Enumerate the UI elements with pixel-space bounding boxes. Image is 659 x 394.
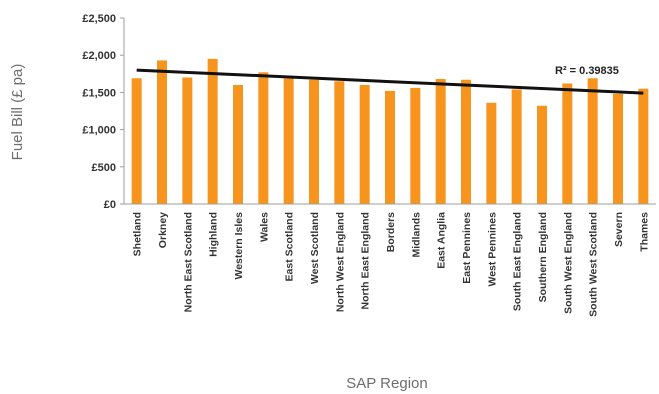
x-category-label: North West England bbox=[334, 212, 346, 312]
bar bbox=[334, 81, 345, 204]
x-category-label: Severn bbox=[613, 212, 625, 247]
x-category-label: Midlands bbox=[410, 212, 422, 258]
bars bbox=[131, 58, 649, 204]
x-category-label: East Pennines bbox=[461, 212, 473, 284]
x-category-label: Western Isles bbox=[233, 212, 245, 280]
bar bbox=[410, 87, 421, 204]
x-category-label: Thames bbox=[638, 212, 650, 252]
bar bbox=[131, 78, 142, 204]
y-tick-label: £2,500 bbox=[82, 13, 116, 25]
x-category-label: Wales bbox=[258, 212, 270, 242]
bar bbox=[207, 58, 218, 204]
x-category-label: West Pennines bbox=[486, 212, 498, 287]
x-category-label: Orkney bbox=[157, 212, 169, 248]
bar bbox=[385, 90, 395, 204]
bar bbox=[157, 60, 167, 204]
bar bbox=[613, 93, 623, 204]
y-axis-ticks: £0 £500 £1,000 £1,500 £2,000 £2,500 bbox=[82, 13, 124, 211]
x-category-label: West Scotland bbox=[309, 212, 321, 284]
bar bbox=[309, 79, 319, 204]
bar bbox=[638, 88, 649, 204]
y-tick-label: £500 bbox=[92, 162, 116, 174]
x-axis-category-labels: Shetland Orkney North East Scotland Highlan… bbox=[132, 212, 651, 317]
y-axis-title: Fuel Bill (£ pa) bbox=[9, 64, 26, 161]
x-category-label: South East England bbox=[512, 212, 524, 311]
x-category-label: Southern England bbox=[537, 212, 549, 302]
bar bbox=[461, 79, 471, 204]
trendline bbox=[136, 68, 644, 95]
y-tick-label: £0 bbox=[104, 199, 116, 211]
y-tick-label: £1,500 bbox=[82, 87, 116, 99]
bar bbox=[283, 78, 294, 204]
bar bbox=[233, 84, 243, 204]
bar bbox=[258, 72, 269, 204]
x-axis-title: SAP Region bbox=[346, 375, 427, 392]
x-category-label: South West Scotland bbox=[588, 212, 600, 317]
x-category-label: Borders bbox=[385, 212, 397, 252]
bar bbox=[587, 78, 598, 204]
bar bbox=[359, 84, 370, 204]
x-category-label: East Anglia bbox=[436, 212, 448, 269]
x-category-label: East Scotland bbox=[284, 212, 296, 281]
x-category-label: Highland bbox=[208, 212, 220, 257]
x-category-label: South West England bbox=[562, 212, 574, 314]
x-category-label: North East England bbox=[360, 212, 372, 309]
bar bbox=[511, 89, 522, 204]
r-squared-label: R² = 0.39835 bbox=[555, 65, 619, 77]
x-category-label: North East Scotland bbox=[182, 212, 194, 312]
bar bbox=[562, 83, 573, 204]
bar bbox=[486, 102, 497, 204]
y-tick-label: £1,000 bbox=[82, 125, 116, 137]
x-category-label: Shetland bbox=[132, 212, 144, 256]
y-tick-label: £2,000 bbox=[82, 50, 116, 62]
bar bbox=[182, 77, 193, 204]
bar bbox=[537, 105, 547, 204]
bar bbox=[435, 79, 446, 204]
